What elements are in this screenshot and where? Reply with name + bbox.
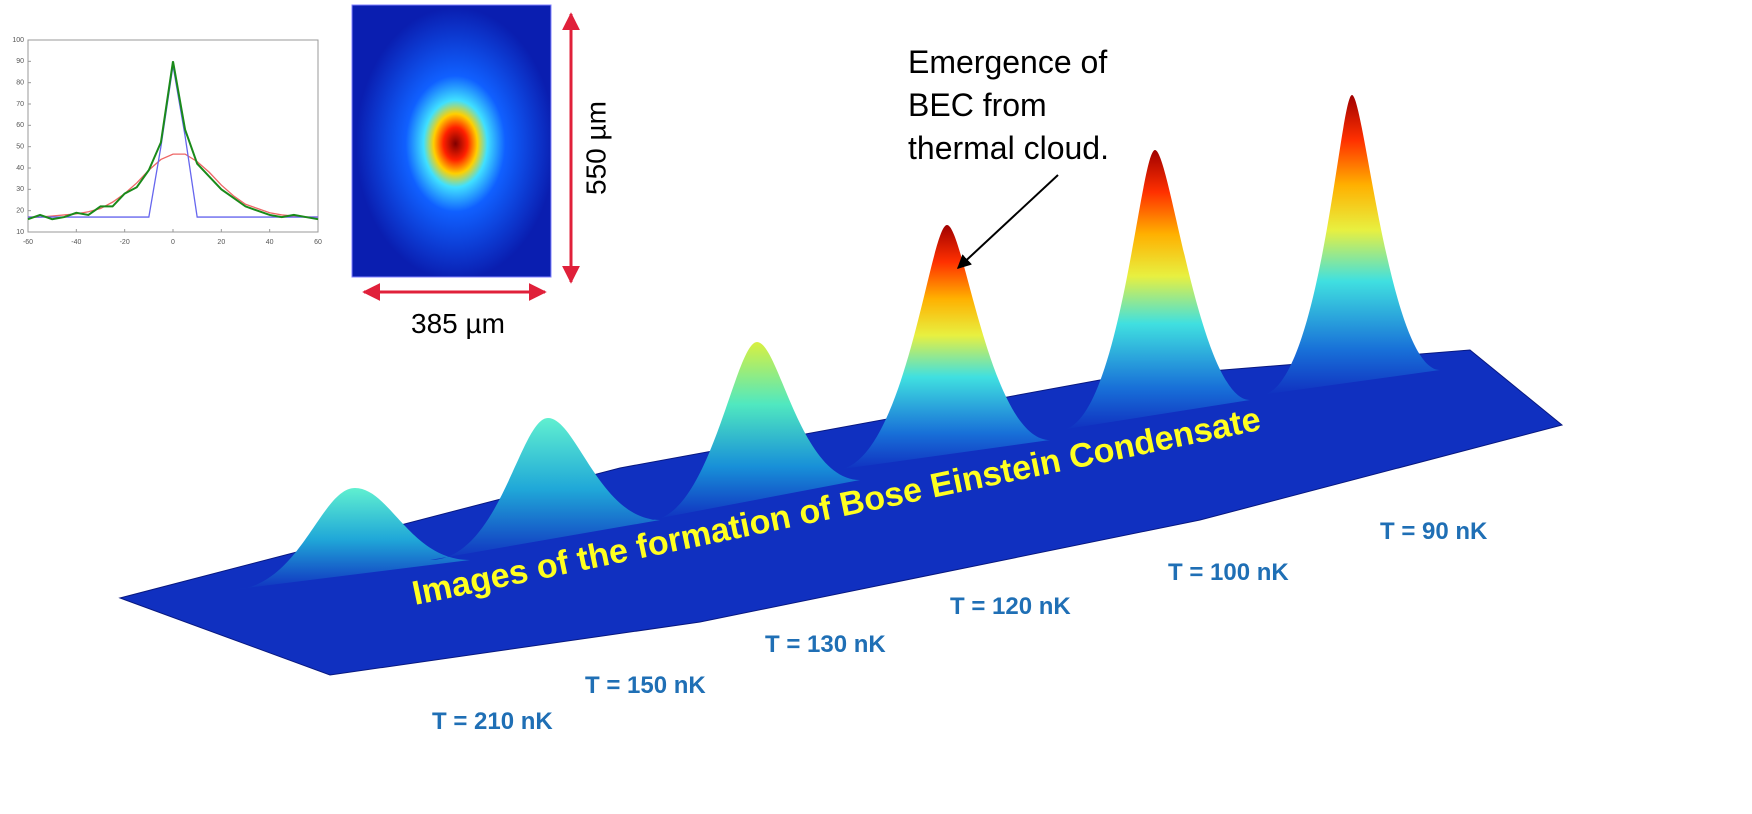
y-tick-label: 80	[16, 80, 24, 87]
width-label: 385 µm	[411, 308, 505, 339]
peak	[1260, 95, 1440, 395]
annotation-line: Emergence of	[908, 44, 1107, 80]
absorption-image	[352, 5, 551, 277]
y-tick-label: 50	[16, 144, 24, 151]
temperature-label: T = 130 nK	[765, 631, 886, 658]
figure: 10 20 30 40 50 60 70 80 90 100 -60 -40 -20 0 20 40 60 55…	[0, 0, 1752, 814]
x-tick-label: 60	[314, 239, 322, 246]
annotation-arrow	[958, 175, 1058, 268]
temperature-label: T = 100 nK	[1168, 559, 1289, 586]
y-tick-label: 40	[16, 165, 24, 172]
annotation-line: BEC from	[908, 87, 1047, 123]
surface-plot	[120, 95, 1562, 675]
temperature-label: T = 120 nK	[950, 593, 1071, 620]
annotation: Emergence of BEC from thermal cloud.	[908, 44, 1109, 166]
x-tick-label: -60	[23, 239, 33, 246]
annotation-line: thermal cloud.	[908, 130, 1109, 166]
temperature-label: T = 210 nK	[432, 708, 553, 735]
y-tick-label: 100	[12, 37, 24, 44]
x-tick-label: 0	[171, 239, 175, 246]
y-tick-label: 10	[16, 229, 24, 236]
y-tick-label: 60	[16, 122, 24, 129]
y-tick-label: 90	[16, 58, 24, 65]
temperature-label: T = 150 nK	[585, 672, 706, 699]
height-label: 550 µm	[580, 101, 611, 195]
x-tick-label: 40	[266, 239, 274, 246]
y-tick-label: 70	[16, 101, 24, 108]
x-tick-label: 20	[217, 239, 225, 246]
temperature-label: T = 90 nK	[1380, 518, 1488, 545]
inset-plot: 10 20 30 40 50 60 70 80 90 100 -60 -40 -20 0 20 40 60	[12, 37, 322, 246]
x-tick-label: -20	[120, 239, 130, 246]
x-tick-label: -40	[71, 239, 81, 246]
y-tick-label: 30	[16, 186, 24, 193]
y-tick-label: 20	[16, 208, 24, 215]
page: 10 20 30 40 50 60 70 80 90 100 -60 -40 -20 0 20 40 60 55…	[0, 0, 1752, 814]
